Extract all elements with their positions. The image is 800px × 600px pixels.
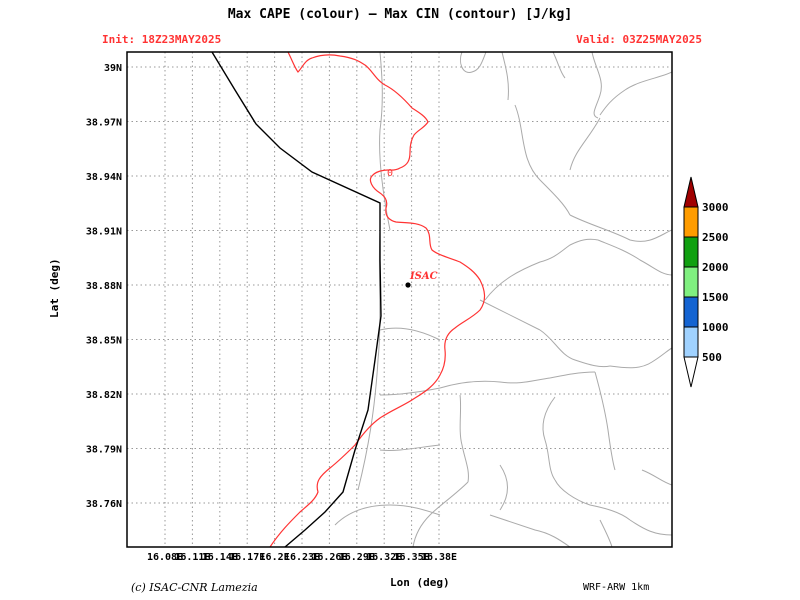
colorbar: 3000 2500 2000 1500 1000 500 (683, 176, 729, 388)
y-tick-label: 38.91N (86, 227, 122, 238)
chart-title: Max CAPE (colour) — Max CIN (contour) [J… (227, 7, 573, 22)
colorbar-segment (683, 266, 699, 298)
colorbar-top-arrow (683, 176, 699, 208)
model-label: WRF-ARW 1km (583, 582, 650, 593)
plot-frame (126, 51, 673, 548)
x-tick-label: 16.2E (260, 552, 290, 563)
colorbar-segment (683, 236, 699, 268)
x-tick-label: 16.35E (394, 552, 430, 563)
colorbar-segment (683, 296, 699, 328)
boundary-lines (334, 52, 672, 547)
grid-lines (127, 52, 672, 547)
y-axis-label: Lat (deg) (48, 258, 61, 318)
y-tick-label: 38.97N (86, 118, 122, 129)
colorbar-label: 3000 (702, 201, 729, 214)
y-tick-label: 38.79N (86, 445, 122, 456)
x-tick-label: 16.17E (229, 552, 265, 563)
station-label: ISAC (409, 271, 438, 282)
x-tick-labels: 16.08E16.11E16.14E16.17E16.2E16.23E16.26… (147, 552, 457, 563)
colorbar-bottom-arrow (683, 356, 699, 388)
colorbar-label: 1000 (702, 321, 729, 334)
colorbar-label: 1500 (702, 291, 729, 304)
colorbar-label: 500 (702, 351, 722, 364)
y-tick-label: 38.82N (86, 390, 122, 401)
x-tick-label: 16.23E (284, 552, 320, 563)
init-time-label: Init: 18Z23MAY2025 (102, 33, 222, 46)
colorbar-label: 2500 (702, 231, 729, 244)
x-tick-label: 16.32E (366, 552, 402, 563)
colorbar-segment (683, 326, 699, 358)
colorbar-label: 2000 (702, 261, 729, 274)
y-tick-label: 38.76N (86, 499, 122, 510)
valid-time-label: Valid: 03Z25MAY2025 (576, 33, 702, 46)
x-tick-label: 16.11E (174, 552, 210, 563)
x-tick-label: 16.29E (339, 552, 375, 563)
cin-contour-line (269, 52, 486, 547)
y-tick-label: 38.94N (86, 172, 122, 183)
x-axis-label: Lon (deg) (390, 576, 450, 589)
y-tick-labels: 39N 38.97N 38.94N 38.91N 38.88N 38.85N 38.82N 3… (86, 63, 122, 510)
x-tick-label: 16.38E (421, 552, 457, 563)
colorbar-segment (683, 206, 699, 238)
y-tick-label: 39N (104, 63, 122, 74)
y-tick-label: 38.88N (86, 281, 122, 292)
y-tick-label: 38.85N (86, 336, 122, 347)
contour-value-label: 0 (387, 168, 393, 179)
x-tick-label: 16.08E (147, 552, 183, 563)
x-tick-label: 16.14E (202, 552, 238, 563)
copyright-text: (c) ISAC-CNR Lamezia (131, 581, 258, 594)
station-marker (405, 282, 411, 288)
x-tick-label: 16.26E (311, 552, 347, 563)
coastline (211, 52, 382, 547)
